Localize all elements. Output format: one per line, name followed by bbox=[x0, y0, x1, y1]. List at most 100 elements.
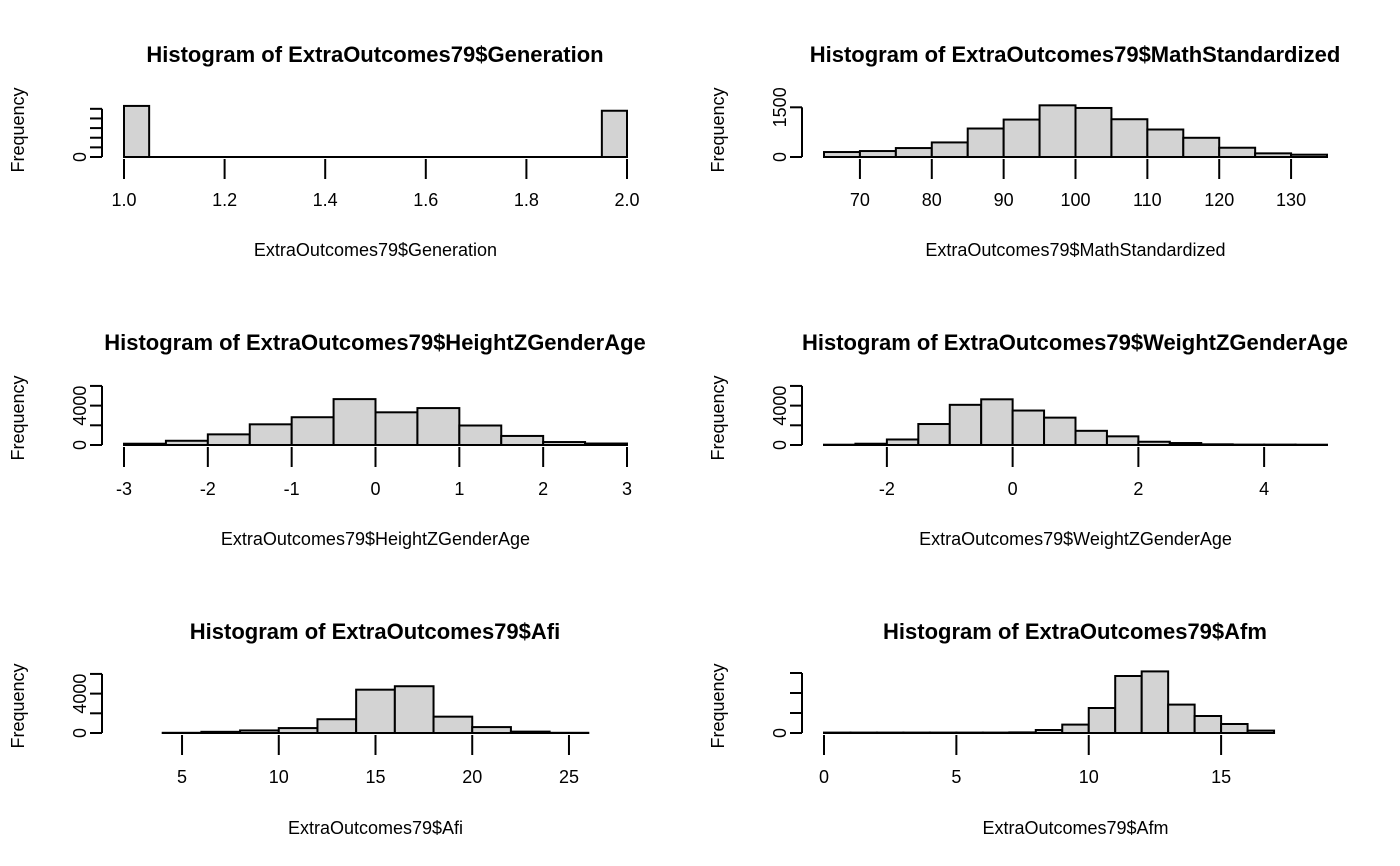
histogram-panel-4: -2 0 2 4 0 4000 Histogram of ExtraOutcomes79$W… bbox=[708, 330, 1348, 549]
histogram-bar bbox=[393, 685, 435, 735]
y-tick-label: 4000 bbox=[770, 386, 790, 426]
x-tick-label: 1 bbox=[454, 479, 464, 499]
histogram-bar bbox=[290, 416, 335, 447]
histogram-bar bbox=[600, 109, 628, 158]
x-tick-label: 1.2 bbox=[212, 190, 237, 210]
y-tick-label: 0 bbox=[770, 440, 790, 450]
histogram-bar bbox=[355, 688, 396, 735]
x-tick-label: 20 bbox=[462, 767, 482, 787]
histogram-panel-3: -3 -2 -1 0 1 2 3 0 4000 Histogram of ExtraOutcome… bbox=[8, 330, 646, 549]
y-tick-label: 0 bbox=[70, 152, 90, 162]
histogram-bar bbox=[1002, 118, 1041, 158]
y-axis-label: Frequency bbox=[8, 663, 28, 748]
y-axis-label: Frequency bbox=[8, 375, 28, 460]
histogram-panel-2: 70 80 90 100 110 120 130 0 1500 Histogram of Extr… bbox=[708, 42, 1340, 260]
histogram-bar bbox=[930, 141, 969, 159]
histogram-bar bbox=[1011, 409, 1046, 446]
y-tick-label: 0 bbox=[770, 728, 790, 738]
x-tick-label: 2.0 bbox=[614, 190, 639, 210]
x-axis-label: ExtraOutcomes79$Afi bbox=[288, 818, 463, 838]
x-axis-label: ExtraOutcomes79$HeightZGenderAge bbox=[221, 529, 530, 549]
x-tick-label: 80 bbox=[922, 190, 942, 210]
histogram-bar bbox=[1110, 118, 1149, 159]
x-tick-label: 5 bbox=[177, 767, 187, 787]
x-tick-label: 0 bbox=[370, 479, 380, 499]
x-tick-label: 0 bbox=[819, 767, 829, 787]
histogram-bar bbox=[1074, 106, 1113, 158]
histogram-bar bbox=[416, 407, 461, 447]
chart-title: Histogram of ExtraOutcomes79$MathStandar… bbox=[810, 42, 1341, 67]
chart-title: Histogram of ExtraOutcomes79$Generation bbox=[146, 42, 603, 67]
histogram-bar bbox=[248, 423, 293, 447]
y-axis-label: Frequency bbox=[708, 87, 728, 172]
histogram-bar bbox=[1087, 707, 1117, 734]
x-tick-label: -2 bbox=[200, 479, 216, 499]
y-axis-label: Frequency bbox=[708, 663, 728, 748]
histogram-bar bbox=[1182, 136, 1221, 159]
y-tick-label: 0 bbox=[770, 152, 790, 162]
x-tick-label: 70 bbox=[850, 190, 870, 210]
x-tick-label: 15 bbox=[1211, 767, 1231, 787]
histogram-bar bbox=[1246, 729, 1276, 734]
histogram-bar bbox=[917, 423, 951, 446]
x-tick-label: 4 bbox=[1259, 479, 1269, 499]
histogram-bar bbox=[374, 411, 419, 446]
histogram-bar bbox=[894, 147, 933, 158]
histogram-bar bbox=[1140, 670, 1170, 735]
histogram-panel-6: 0 5 10 15 0 Histogram of ExtraOutcomes79$Afm E… bbox=[708, 619, 1276, 838]
x-axis-label: ExtraOutcomes79$Afm bbox=[982, 818, 1168, 838]
x-tick-label: 0 bbox=[1008, 479, 1018, 499]
x-axis-label: ExtraOutcomes79$Generation bbox=[254, 240, 497, 260]
histogram-bar bbox=[1193, 715, 1223, 734]
x-tick-label: -1 bbox=[284, 479, 300, 499]
histogram-bar bbox=[1220, 723, 1249, 734]
histogram-bar bbox=[1038, 104, 1077, 158]
histogram-bar bbox=[1043, 416, 1077, 446]
chart-title: Histogram of ExtraOutcomes79$HeightZGend… bbox=[104, 330, 646, 355]
histogram-bar bbox=[1105, 435, 1140, 447]
histogram-bar bbox=[123, 104, 151, 158]
x-axis-label: ExtraOutcomes79$MathStandardized bbox=[925, 240, 1225, 260]
x-tick-label: 130 bbox=[1276, 190, 1306, 210]
x-tick-label: 15 bbox=[365, 767, 385, 787]
y-axis-label: Frequency bbox=[708, 375, 728, 460]
x-axis-label: ExtraOutcomes79$WeightZGenderAge bbox=[919, 529, 1232, 549]
x-tick-label: 100 bbox=[1060, 190, 1090, 210]
histogram-bar bbox=[966, 127, 1005, 158]
x-tick-label: 3 bbox=[622, 479, 632, 499]
histogram-bar bbox=[500, 434, 545, 446]
x-tick-label: 120 bbox=[1204, 190, 1234, 210]
histogram-bar bbox=[823, 151, 861, 158]
histogram-bar bbox=[332, 398, 377, 446]
y-tick-label: 0 bbox=[70, 440, 90, 450]
x-tick-label: 1.0 bbox=[111, 190, 136, 210]
histogram-bar bbox=[316, 718, 358, 735]
y-axis-label: Frequency bbox=[8, 87, 28, 172]
x-tick-label: 1.6 bbox=[413, 190, 438, 210]
x-tick-label: 25 bbox=[559, 767, 579, 787]
y-tick-label: 4000 bbox=[70, 386, 90, 426]
x-tick-label: 10 bbox=[1079, 767, 1099, 787]
histogram-bar bbox=[854, 442, 888, 447]
y-tick-label: 0 bbox=[70, 728, 90, 738]
histogram-bar bbox=[1167, 703, 1196, 734]
x-tick-label: 5 bbox=[951, 767, 961, 787]
x-tick-label: 90 bbox=[994, 190, 1014, 210]
histogram-bar bbox=[1146, 128, 1185, 159]
x-tick-label: 2 bbox=[538, 479, 548, 499]
chart-title: Histogram of ExtraOutcomes79$Afm bbox=[883, 619, 1267, 644]
histogram-bar bbox=[1290, 153, 1328, 158]
x-tick-label: 10 bbox=[269, 767, 289, 787]
x-tick-label: 1.4 bbox=[313, 190, 338, 210]
x-tick-label: 110 bbox=[1133, 190, 1162, 210]
x-tick-label: -2 bbox=[879, 479, 895, 499]
y-tick-label: 4000 bbox=[70, 674, 90, 714]
histogram-panel-1: 1.0 1.2 1.4 1.6 1.8 2.0 0 Histogram of ExtraOut… bbox=[8, 42, 640, 260]
histogram-bar bbox=[948, 403, 983, 447]
x-tick-label: 2 bbox=[1133, 479, 1143, 499]
histogram-bar bbox=[1061, 723, 1090, 734]
chart-title: Histogram of ExtraOutcomes79$Afi bbox=[190, 619, 560, 644]
histogram-bar bbox=[980, 398, 1014, 446]
histogram-bar bbox=[432, 715, 474, 735]
